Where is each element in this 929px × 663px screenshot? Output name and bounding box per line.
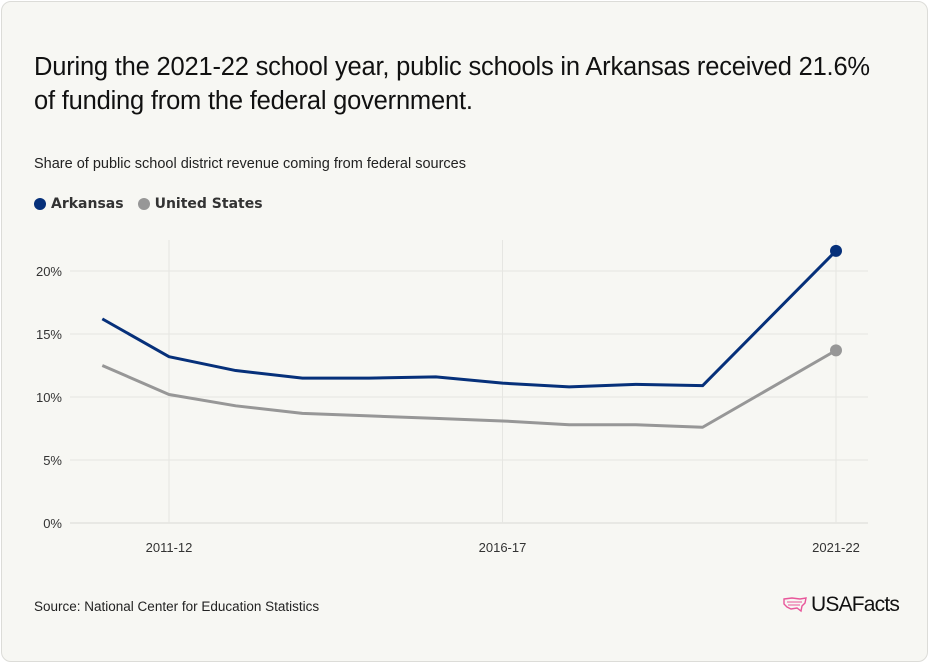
y-tick-label: 5% <box>43 453 62 468</box>
usa-map-icon <box>783 597 807 613</box>
legend: Arkansas United States <box>34 196 263 212</box>
x-tick-label: 2021-22 <box>812 540 860 555</box>
x-tick-label: 2016-17 <box>479 540 527 555</box>
y-tick-label: 20% <box>36 264 62 279</box>
series-line-arkansas <box>101 249 838 389</box>
legend-item-united-states: United States <box>137 196 263 212</box>
legend-item-arkansas: Arkansas <box>34 196 124 212</box>
series-line-united-states <box>101 349 837 429</box>
usafacts-logo: USAFacts <box>782 593 900 617</box>
x-tick-label: 2011-12 <box>146 540 193 555</box>
logo-text: USAFacts <box>811 593 900 616</box>
last-point-marker-united-states <box>830 344 842 357</box>
legend-marker-arkansas <box>34 198 46 210</box>
legend-label-arkansas: Arkansas <box>51 196 124 212</box>
source-note: Source: National Center for Education St… <box>34 599 320 614</box>
y-tick-label: 15% <box>36 327 62 342</box>
chart-title: During the 2021-22 school year, public s… <box>34 53 870 115</box>
y-tick-label: 10% <box>36 390 62 405</box>
y-tick-label: 0% <box>43 516 62 531</box>
legend-marker-united-states <box>137 198 150 210</box>
legend-label-united-states: United States <box>154 196 263 212</box>
chart-subtitle: Share of public school district revenue … <box>34 156 466 172</box>
last-point-marker-arkansas <box>830 244 842 257</box>
